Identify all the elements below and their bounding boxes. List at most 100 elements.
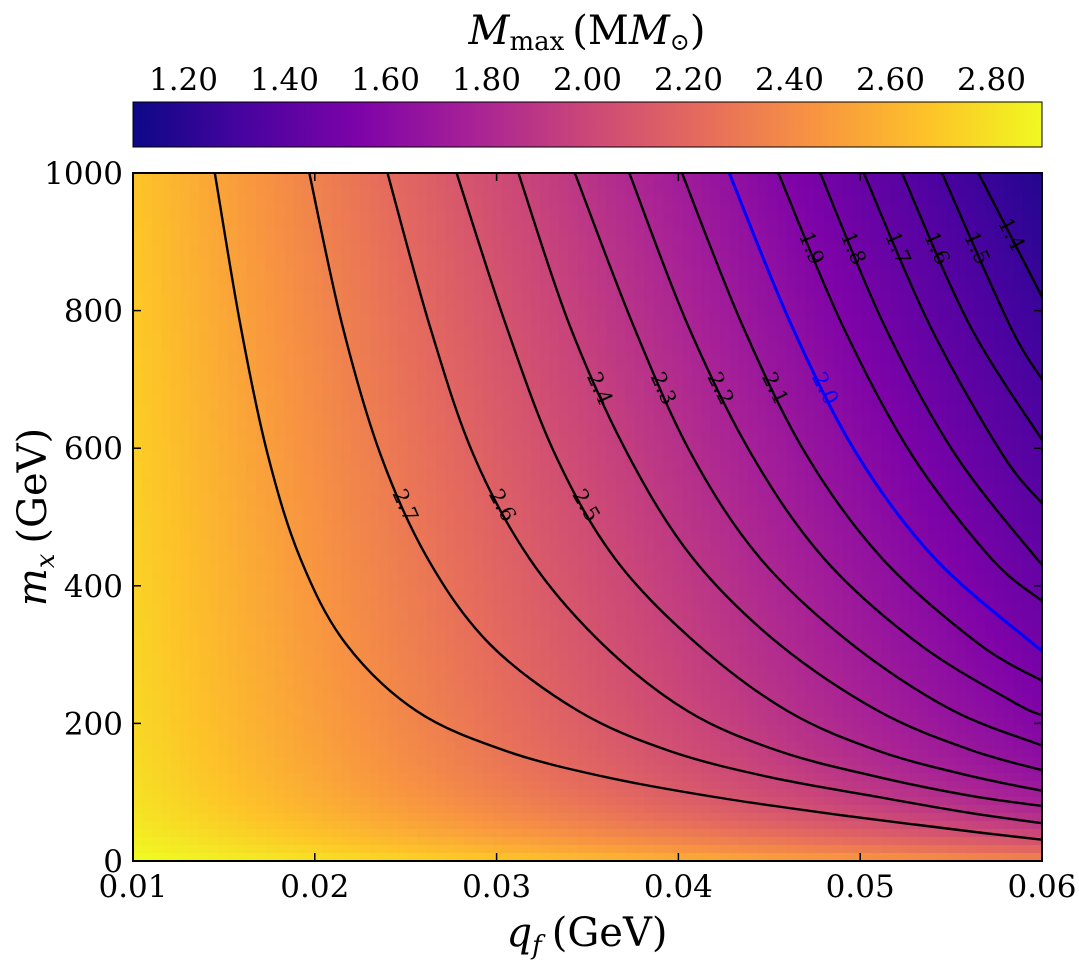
heatmap-cell: [284, 301, 295, 310]
heatmap-cell: [133, 509, 144, 518]
heatmap-cell: [502, 829, 513, 838]
heatmap-cell: [606, 485, 617, 494]
heatmap-cell: [540, 189, 551, 198]
heatmap-cell: [587, 461, 598, 470]
heatmap-cell: [644, 365, 655, 374]
heatmap-cell: [672, 301, 683, 310]
heatmap-cell: [151, 413, 163, 422]
heatmap-cell: [426, 333, 437, 342]
heatmap-cell: [312, 765, 323, 774]
heatmap-cell: [360, 781, 371, 790]
heatmap-cell: [227, 829, 238, 838]
heatmap-cell: [672, 629, 683, 638]
heatmap-cell: [208, 365, 219, 374]
heatmap-cell: [180, 565, 191, 574]
heatmap-cell: [189, 701, 200, 710]
heatmap-cell: [615, 389, 626, 398]
heatmap-cell: [540, 805, 551, 814]
heatmap-cell: [530, 605, 541, 614]
heatmap-cell: [454, 845, 466, 854]
heatmap-cell: [521, 437, 532, 446]
heatmap-cell: [530, 429, 541, 438]
heatmap-cell: [369, 293, 380, 302]
heatmap-cell: [246, 237, 257, 246]
heatmap-cell: [426, 429, 437, 438]
heatmap-cell: [312, 325, 323, 334]
heatmap-cell: [256, 821, 267, 830]
heatmap-cell: [473, 261, 484, 270]
heatmap-cell: [142, 485, 153, 494]
heatmap-cell: [521, 621, 532, 630]
heatmap-cell: [369, 269, 380, 278]
heatmap-cell: [634, 221, 645, 230]
heatmap-cell: [208, 429, 219, 438]
heatmap-cell: [417, 669, 428, 678]
heatmap-cell: [596, 357, 608, 366]
heatmap-cell: [322, 317, 333, 326]
heatmap-cell: [464, 781, 475, 790]
heatmap-cell: [644, 733, 655, 742]
heatmap-cell: [133, 429, 144, 438]
heatmap-cell: [398, 589, 409, 598]
heatmap-cell: [672, 637, 683, 646]
heatmap-cell: [180, 213, 191, 222]
heatmap-cell: [521, 781, 532, 790]
heatmap-cell: [521, 213, 532, 222]
heatmap-cell: [161, 613, 172, 622]
heatmap-cell: [133, 541, 144, 550]
heatmap-cell: [237, 461, 248, 470]
heatmap-cell: [398, 741, 409, 750]
heatmap-cell: [672, 269, 683, 278]
heatmap-cell: [170, 357, 181, 366]
heatmap-cell: [256, 765, 267, 774]
heatmap-cell: [559, 189, 570, 198]
heatmap-cell: [246, 821, 257, 830]
heatmap-cell: [180, 797, 191, 806]
heatmap-cell: [227, 237, 238, 246]
heatmap-cell: [142, 797, 153, 806]
heatmap-cell: [350, 701, 361, 710]
heatmap-cell: [341, 557, 352, 566]
heatmap-cell: [464, 237, 475, 246]
heatmap-cell: [672, 805, 683, 814]
heatmap-cell: [360, 709, 371, 718]
heatmap-cell: [483, 277, 494, 286]
heatmap-cell: [341, 253, 352, 262]
heatmap-cell: [454, 373, 466, 382]
heatmap-cell: [360, 621, 371, 630]
heatmap-cell: [615, 821, 626, 830]
heatmap-cell: [360, 221, 371, 230]
heatmap-cell: [322, 333, 333, 342]
heatmap-cell: [199, 285, 210, 294]
heatmap-cell: [218, 477, 229, 486]
heatmap-cell: [653, 461, 664, 470]
heatmap-cell: [284, 685, 295, 694]
heatmap-cell: [464, 693, 475, 702]
heatmap-cell: [625, 613, 636, 622]
heatmap-cell: [454, 237, 466, 246]
heatmap-cell: [246, 229, 257, 238]
heatmap-cell: [521, 421, 532, 430]
heatmap-cell: [341, 605, 352, 614]
heatmap-cell: [151, 557, 163, 566]
heatmap-cell: [578, 181, 589, 190]
heatmap-cell: [275, 229, 286, 238]
heatmap-cell: [142, 365, 153, 374]
heatmap-cell: [492, 469, 503, 478]
heatmap-cell: [133, 301, 144, 310]
heatmap-cell: [530, 349, 541, 358]
heatmap-cell: [549, 405, 560, 414]
heatmap-cell: [189, 197, 200, 206]
heatmap-cell: [521, 669, 532, 678]
heatmap-cell: [644, 245, 655, 254]
heatmap-cell: [606, 277, 617, 286]
heatmap-cell: [218, 309, 229, 318]
heatmap-cell: [369, 637, 380, 646]
colorbar-tick-label: 2.80: [957, 62, 1026, 98]
heatmap-cell: [341, 717, 352, 726]
heatmap-cell: [407, 405, 418, 414]
heatmap-cell: [161, 317, 172, 326]
heatmap-cell: [568, 533, 579, 542]
heatmap-cell: [644, 645, 655, 654]
heatmap-cell: [180, 421, 191, 430]
